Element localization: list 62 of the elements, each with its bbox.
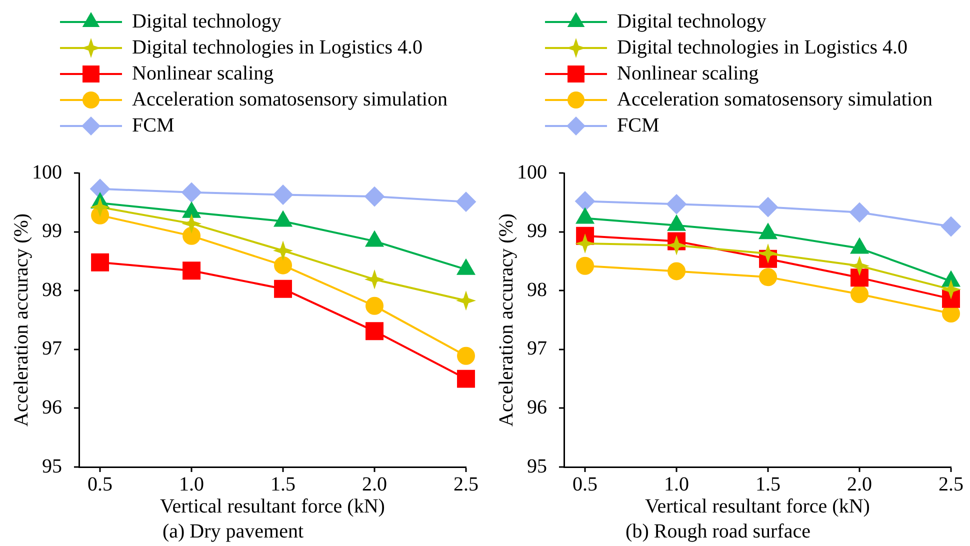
x-tick-label: 1.5 <box>756 473 781 496</box>
point <box>850 268 868 287</box>
y-tick-label: 99 <box>42 220 62 242</box>
y-tick-label: 98 <box>42 278 62 301</box>
x-tick-label: 1.0 <box>664 473 690 496</box>
point <box>941 216 961 237</box>
text: (a) Dry pavement <box>162 520 304 542</box>
x-tick-label: 2.5 <box>454 473 478 496</box>
y-tick-label: 100 <box>32 161 62 184</box>
legend-label: Digital technology <box>617 10 766 32</box>
y-axis-title: Acceleration accuracy (%) <box>495 213 518 427</box>
point <box>366 296 384 315</box>
x-tick-label: 1.5 <box>270 473 296 496</box>
x-axis-title: Vertical resultant force (kN) <box>645 495 870 518</box>
x-tick-label: 0.5 <box>572 473 598 496</box>
point <box>758 197 778 218</box>
point <box>668 262 686 280</box>
point <box>850 202 870 222</box>
y-tick-label: 98 <box>527 278 547 301</box>
point <box>456 192 476 212</box>
point <box>366 322 384 340</box>
legend-label: FCM <box>617 114 660 136</box>
y-axis-title: Acceleration accuracy (%) <box>10 213 32 427</box>
x-tick-label: 2.0 <box>847 473 872 496</box>
legend-label: Nonlinear scaling <box>132 62 274 84</box>
legend-label: Acceleration somatosensory simulation <box>132 88 448 110</box>
point <box>457 370 475 388</box>
y-tick-label: 96 <box>527 396 547 418</box>
point <box>364 186 385 207</box>
legend-label: FCM <box>132 114 174 136</box>
y-tick-label: 97 <box>42 338 62 360</box>
y-tick-label: 95 <box>527 455 547 478</box>
legend-label: Digital technologies in Logistics 4.0 <box>617 36 908 58</box>
point <box>666 194 687 214</box>
x-tick-label: 2.0 <box>362 473 388 496</box>
point <box>576 256 594 275</box>
x-tick-label: 0.5 <box>88 473 113 496</box>
point <box>274 256 292 274</box>
point <box>182 182 202 202</box>
legend-label: Nonlinear scaling <box>617 62 759 84</box>
point <box>90 197 110 218</box>
x-tick-label: 2.5 <box>938 473 964 496</box>
point <box>457 346 475 365</box>
text: (b) Rough road surface <box>626 520 811 542</box>
point <box>273 184 294 205</box>
x-axis-title: Vertical resultant force (kN) <box>160 495 385 518</box>
point <box>182 226 201 245</box>
y-tick-label: 100 <box>517 161 547 184</box>
point <box>182 262 201 280</box>
y-tick-label: 95 <box>42 455 62 478</box>
legend-label: Digital technologies in Logistics 4.0 <box>132 36 423 58</box>
y-tick-label: 97 <box>527 338 547 360</box>
point <box>759 268 778 286</box>
legend-label: Acceleration somatosensory simulation <box>617 88 932 110</box>
point <box>91 253 110 272</box>
legend-label: Digital technology <box>132 10 282 32</box>
point <box>274 280 292 298</box>
point <box>850 285 869 304</box>
y-tick-label: 99 <box>527 220 547 242</box>
y-tick-label: 96 <box>42 396 62 418</box>
point <box>575 191 596 212</box>
x-tick-label: 1.0 <box>179 473 204 496</box>
